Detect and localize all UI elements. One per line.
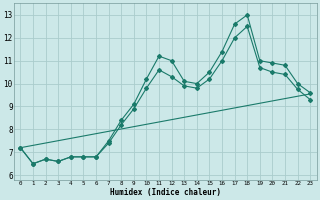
- X-axis label: Humidex (Indice chaleur): Humidex (Indice chaleur): [110, 188, 221, 197]
